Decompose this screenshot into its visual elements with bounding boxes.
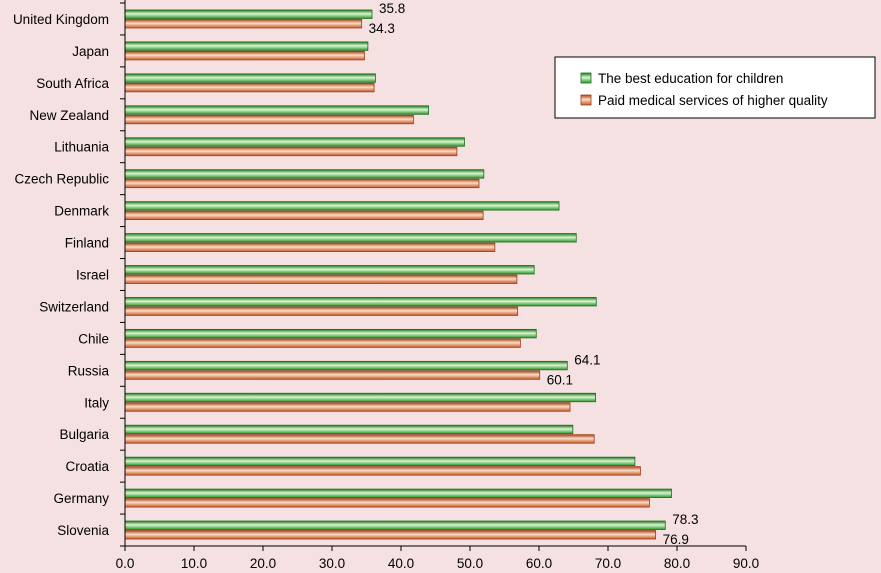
category-label-japan: Japan <box>72 44 109 59</box>
bar-israel-medical <box>124 274 518 284</box>
legend: The best education for children Paid medi… <box>554 56 876 119</box>
bar-slovenia-education <box>124 520 666 530</box>
category-label-denmark: Denmark <box>54 204 109 219</box>
x-tick-label: 80.0 <box>664 556 690 571</box>
data-label: 35.8 <box>379 1 405 16</box>
category-label-italy: Italy <box>84 395 109 410</box>
bar-czech-republic-medical <box>124 178 480 189</box>
bar-russia-medical <box>124 370 541 380</box>
x-tick-label: 0.0 <box>116 556 135 571</box>
category-label-switzerland: Switzerland <box>39 299 109 314</box>
data-label: 76.9 <box>663 532 689 547</box>
category-label-united-kingdom: United Kingdom <box>13 12 109 27</box>
category-label-germany: Germany <box>53 491 109 506</box>
bar-switzerland-education <box>124 297 597 307</box>
bar-new-zealand-medical <box>124 114 414 125</box>
x-tick-label: 70.0 <box>595 556 621 571</box>
bar-lithuania-medical <box>124 146 458 157</box>
x-tick-label: 30.0 <box>319 556 345 571</box>
bar-slovenia-medical <box>124 530 657 540</box>
bar-denmark-education <box>124 201 560 211</box>
legend-box <box>554 56 876 119</box>
bar-japan-education <box>124 41 369 51</box>
bar-chile-education <box>124 328 537 339</box>
bar-russia-education <box>124 360 568 371</box>
data-label: 34.3 <box>369 21 395 36</box>
bar-israel-education <box>124 265 535 275</box>
bar-south-africa-medical <box>124 82 375 93</box>
bar-germany-education <box>124 488 672 498</box>
legend-label-education: The best education for children <box>598 71 783 86</box>
bar-croatia-education <box>124 456 636 467</box>
labels-layer: United Kingdom Japan South Africa New Zeala… <box>13 1 759 571</box>
bar-bulgaria-education <box>124 424 574 435</box>
bar-bulgaria-medical <box>124 434 595 444</box>
bar-germany-medical <box>124 498 650 508</box>
category-label-chile: Chile <box>78 331 109 346</box>
bar-czech-republic-education <box>124 169 485 179</box>
category-label-croatia: Croatia <box>65 459 109 474</box>
x-tick-label: 90.0 <box>733 556 759 571</box>
bar-switzerland-medical <box>124 306 519 316</box>
x-tick-label: 50.0 <box>457 556 483 571</box>
bar-japan-medical <box>124 51 365 61</box>
category-label-new-zealand: New Zealand <box>29 108 109 123</box>
x-tick-label: 60.0 <box>526 556 552 571</box>
bar-united-kingdom-education <box>124 9 373 19</box>
category-label-slovenia: Slovenia <box>57 523 109 538</box>
data-label: 78.3 <box>672 512 698 527</box>
x-tick-label: 40.0 <box>388 556 414 571</box>
bar-lithuania-education <box>124 137 465 147</box>
bar-finland-education <box>124 233 577 243</box>
bar-united-kingdom-medical <box>124 19 363 29</box>
bar-new-zealand-education <box>124 105 430 115</box>
bar-italy-education <box>124 392 596 403</box>
category-label-finland: Finland <box>65 236 109 251</box>
bar-italy-medical <box>124 402 571 412</box>
x-tick-label: 20.0 <box>250 556 276 571</box>
data-label: 60.1 <box>547 372 573 387</box>
axes-layer <box>120 0 747 551</box>
bar-croatia-medical <box>124 466 641 476</box>
category-label-south-africa: South Africa <box>36 76 109 91</box>
data-label: 64.1 <box>574 352 600 367</box>
category-label-bulgaria: Bulgaria <box>59 427 109 442</box>
category-label-lithuania: Lithuania <box>54 140 109 155</box>
legend-label-medical: Paid medical services of higher quality <box>598 93 828 108</box>
legend-swatch-education <box>580 72 592 84</box>
category-label-czech-republic: Czech Republic <box>14 172 109 187</box>
x-tick-label: 10.0 <box>181 556 207 571</box>
bar-finland-medical <box>124 242 496 252</box>
bar-chile-medical <box>124 338 521 348</box>
category-label-israel: Israel <box>76 268 109 283</box>
category-label-russia: Russia <box>68 363 110 378</box>
bar-denmark-medical <box>124 210 484 221</box>
bar-south-africa-education <box>124 73 376 83</box>
bars-layer <box>124 9 672 540</box>
legend-swatch-medical <box>580 94 592 106</box>
